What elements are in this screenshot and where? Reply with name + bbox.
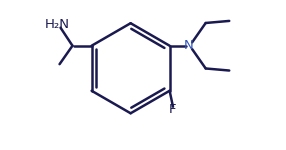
Text: F: F <box>169 103 177 116</box>
Text: H₂N: H₂N <box>45 18 70 31</box>
Text: N: N <box>184 39 194 52</box>
